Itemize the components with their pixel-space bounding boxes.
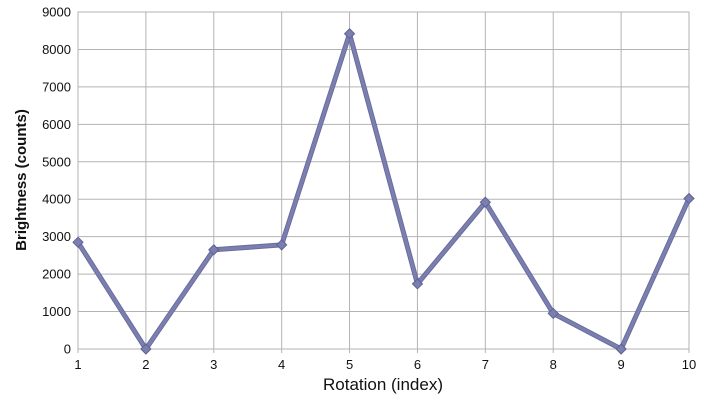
data-markers <box>72 28 695 355</box>
y-tick-label: 7000 <box>42 79 71 94</box>
data-point <box>140 343 152 355</box>
x-tick-label: 8 <box>550 357 557 372</box>
series-line-layer <box>75 31 692 352</box>
x-tick-label: 2 <box>142 357 149 372</box>
data-point <box>275 239 288 251</box>
data-point <box>683 192 695 205</box>
y-tick-label: 0 <box>64 342 71 357</box>
data-point <box>479 196 492 208</box>
plot-frame <box>77 11 690 350</box>
x-tick-label: 4 <box>278 357 285 372</box>
x-tick-label: 3 <box>210 357 217 372</box>
series-line-shadow <box>75 31 692 352</box>
y-tick-label: 5000 <box>42 154 71 169</box>
x-tick-label: 10 <box>682 357 696 372</box>
data-point <box>411 278 424 290</box>
y-tick-label: 4000 <box>42 192 71 207</box>
data-point <box>615 343 627 355</box>
y-tick-label: 3000 <box>42 229 71 244</box>
data-point <box>208 244 220 256</box>
y-tick-label: 8000 <box>42 42 71 57</box>
x-tick-label: 7 <box>482 357 489 372</box>
x-tick-labels: 1 2 3 4 5 6 7 8 9 10 <box>74 357 696 372</box>
y-tick-label: 6000 <box>42 117 71 132</box>
x-tick-label: 5 <box>346 357 353 372</box>
y-tick-label: 2000 <box>42 267 71 282</box>
y-tick-label: 1000 <box>42 304 71 319</box>
x-tick-label: 1 <box>74 357 81 372</box>
x-axis-title: Rotation (index) <box>323 375 443 394</box>
y-tick-labels: 0 1000 2000 3000 4000 5000 6000 7000 8000 9000 <box>42 5 71 357</box>
grid <box>77 11 690 353</box>
x-tick-label: 9 <box>617 357 624 372</box>
data-point <box>343 28 356 40</box>
x-tick-label: 6 <box>414 357 421 372</box>
y-axis-title: Brightness (counts) <box>13 109 30 251</box>
data-point <box>72 236 84 248</box>
y-tick-label: 9000 <box>42 5 71 20</box>
data-point <box>547 307 559 320</box>
series-line <box>76 32 691 351</box>
